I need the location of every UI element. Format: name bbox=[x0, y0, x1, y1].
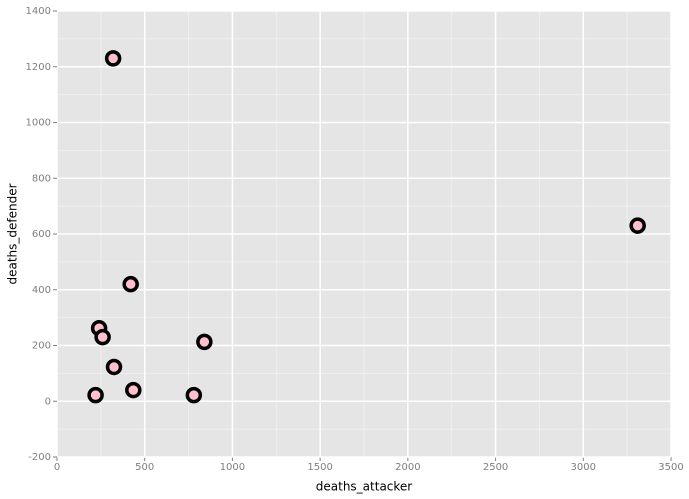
x-axis-title: deaths_attacker bbox=[316, 480, 413, 494]
y-tick-label: 0 bbox=[45, 396, 51, 407]
point bbox=[94, 328, 111, 346]
y-tick-label: -200 bbox=[28, 452, 51, 463]
x-tick-label: 500 bbox=[135, 462, 154, 473]
y-tick-label: 1200 bbox=[26, 62, 51, 73]
y-tick-label: 400 bbox=[32, 285, 51, 296]
x-tick-label: 0 bbox=[54, 462, 60, 473]
x-tick-label: 1000 bbox=[220, 462, 245, 473]
y-tick-label: 600 bbox=[32, 229, 51, 240]
point bbox=[185, 386, 203, 404]
x-tick-label: 3000 bbox=[571, 462, 596, 473]
point bbox=[629, 217, 646, 234]
y-tick-label: 800 bbox=[32, 173, 51, 184]
point bbox=[104, 50, 122, 67]
y-tick-label: 1000 bbox=[26, 118, 51, 129]
x-tick-label: 1500 bbox=[307, 462, 332, 473]
point bbox=[196, 333, 213, 351]
point bbox=[122, 275, 139, 293]
x-tick-label: 3500 bbox=[658, 462, 683, 473]
point bbox=[105, 358, 123, 376]
y-axis-title: deaths_defender bbox=[6, 183, 20, 284]
x-tick-label: 2000 bbox=[395, 462, 420, 473]
y-tick-label: 200 bbox=[32, 341, 51, 352]
point bbox=[125, 381, 142, 399]
x-tick-label: 2500 bbox=[483, 462, 508, 473]
point bbox=[87, 386, 104, 404]
y-tick-label: 1400 bbox=[26, 6, 51, 17]
